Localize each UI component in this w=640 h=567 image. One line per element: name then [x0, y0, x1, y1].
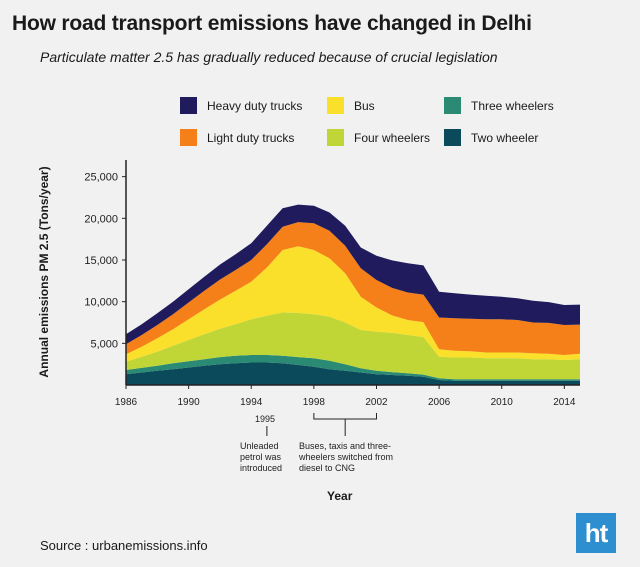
legend-swatch [444, 129, 461, 146]
annotation-note-1995: Unleaded petrol was introduced [240, 441, 283, 473]
area-bus [126, 246, 580, 362]
legend-swatch [327, 129, 344, 146]
chart-title: How road transport emissions have change… [12, 12, 532, 35]
y-axis-title: Annual emissions PM 2.5 (Tons/year) [37, 166, 51, 378]
chart-subtitle: Particulate matter 2.5 has gradually red… [40, 49, 498, 65]
x-tick-label: 1990 [177, 397, 200, 408]
annotation-year-1995: 1995 [255, 414, 276, 424]
legend-swatch [444, 97, 461, 114]
legend-label: Four wheelers [354, 130, 431, 145]
x-tick-label: 1986 [115, 397, 138, 408]
legend-item-four-wheelers: Four wheelers [327, 129, 430, 146]
x-axis-title: Year [327, 489, 353, 503]
legend-label: Two wheeler [471, 130, 539, 145]
legend-item-bus: Bus [327, 97, 375, 114]
legend-item-heavy-duty-trucks: Heavy duty trucks [180, 97, 302, 114]
legend-item-three-wheelers: Three wheelers [444, 97, 554, 114]
area-three-wheelers [126, 355, 580, 381]
y-tick-label: 20,000 [84, 213, 118, 225]
ht-logo: ht [576, 513, 616, 553]
area-light-duty-trucks [126, 222, 580, 355]
area-four-wheelers [126, 312, 580, 380]
x-tick-label: 2014 [553, 397, 576, 408]
y-tick-label: 25,000 [84, 172, 118, 184]
area-two-wheeler [126, 362, 580, 385]
legend-item-two-wheeler: Two wheeler [444, 129, 538, 146]
source-credit: Source : urbanemissions.info [40, 538, 208, 553]
x-tick-label: 1998 [303, 397, 326, 408]
y-tick-label: 5,000 [90, 338, 118, 350]
legend-swatch [180, 129, 197, 146]
area-heavy-duty-trucks [126, 204, 580, 345]
x-tick-label: 2006 [428, 397, 451, 408]
legend-label: Three wheelers [471, 98, 554, 113]
legend-label: Bus [354, 98, 375, 113]
legend-label: Heavy duty trucks [207, 98, 303, 113]
x-tick-label: 1994 [240, 397, 263, 408]
legend-swatch [327, 97, 344, 114]
legend-swatch [180, 97, 197, 114]
annotation-note-1998: Buses, taxis and three-wheelers switched… [299, 441, 394, 473]
y-tick-label: 10,000 [84, 297, 118, 309]
legend-label: Light duty trucks [207, 130, 295, 145]
y-tick-label: 15,000 [84, 255, 118, 267]
legend-item-light-duty-trucks: Light duty trucks [180, 129, 294, 146]
annotation-1998-bracket [313, 413, 377, 420]
x-tick-label: 2002 [365, 397, 388, 408]
x-tick-label: 2010 [491, 397, 514, 408]
